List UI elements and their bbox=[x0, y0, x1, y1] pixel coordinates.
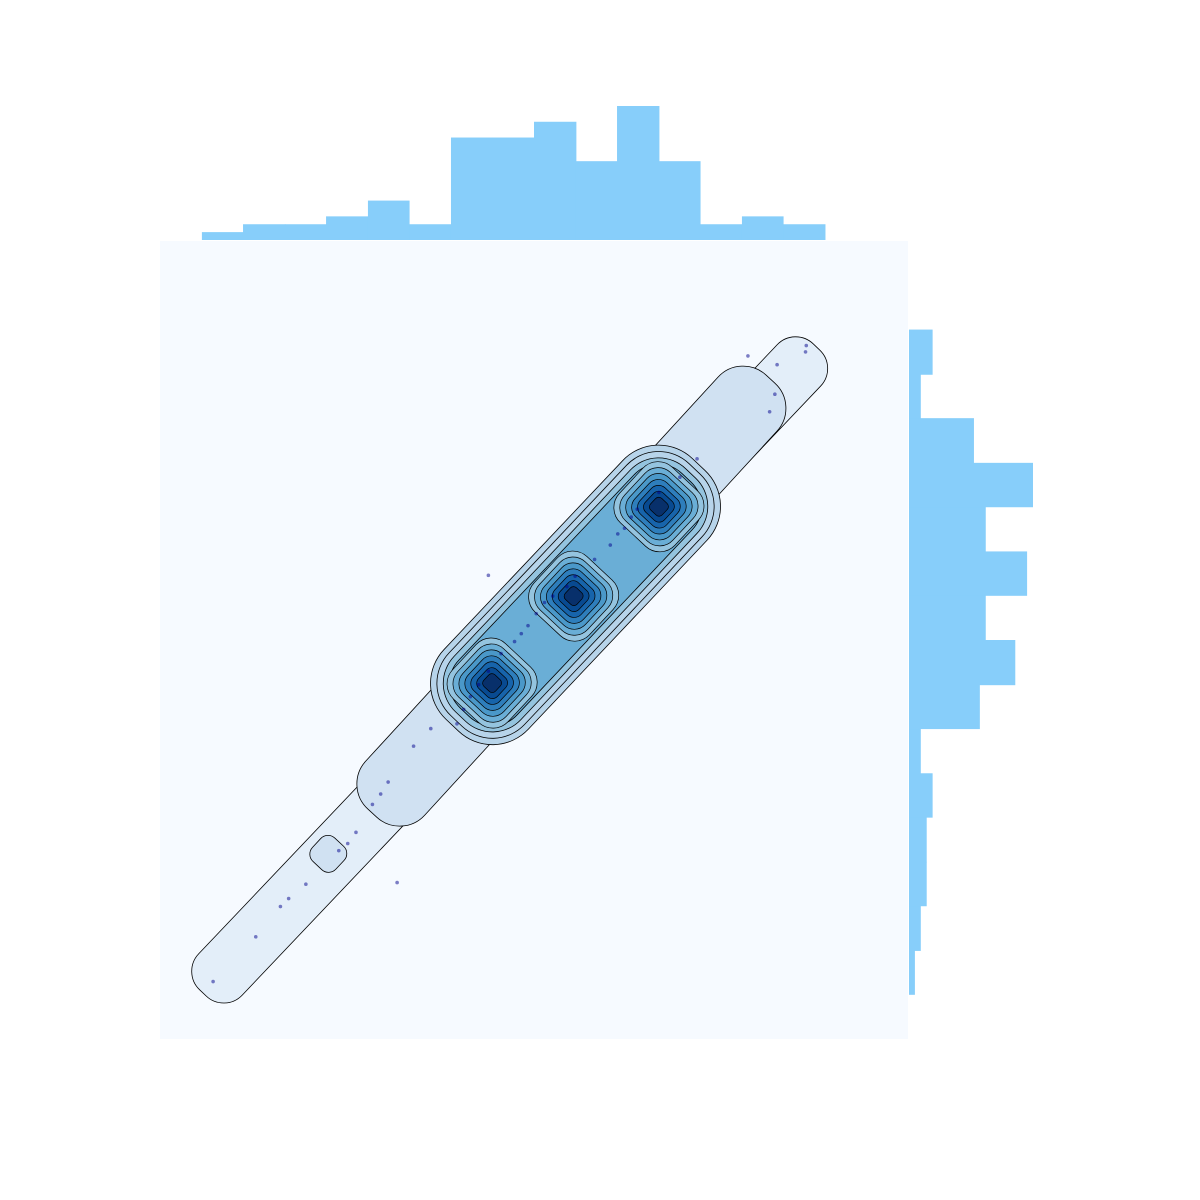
y-histogram-bar-13 bbox=[909, 418, 974, 464]
data-point-11 bbox=[386, 780, 390, 784]
data-point-13 bbox=[411, 744, 416, 748]
data-point-17 bbox=[468, 694, 473, 699]
data-point-35 bbox=[635, 507, 640, 511]
data-point-15 bbox=[455, 721, 459, 726]
x-histogram-bar-11 bbox=[617, 106, 660, 240]
data-point-12 bbox=[395, 880, 399, 885]
data-point-31 bbox=[608, 543, 613, 547]
data-point-8 bbox=[354, 830, 358, 835]
y-histogram-bar-12 bbox=[909, 462, 1033, 508]
y-histogram-bar-1 bbox=[909, 950, 915, 995]
data-point-9 bbox=[370, 802, 375, 807]
x-histogram-bar-15 bbox=[783, 224, 826, 240]
data-point-23 bbox=[526, 623, 530, 628]
kde-peak-2-level-7 bbox=[563, 586, 584, 606]
x-histogram-bar-6 bbox=[409, 224, 452, 240]
data-point-21 bbox=[512, 639, 517, 644]
data-point-43 bbox=[803, 350, 808, 354]
data-point-3 bbox=[278, 904, 283, 909]
data-point-39 bbox=[746, 354, 750, 358]
y-histogram-bar-6 bbox=[909, 728, 921, 774]
x-histogram-bar-8 bbox=[492, 137, 535, 240]
right-marginal-histogram bbox=[909, 329, 1033, 995]
kde-blob bbox=[309, 834, 348, 873]
data-point-27 bbox=[486, 573, 491, 578]
x-histogram-bar-1 bbox=[201, 232, 244, 240]
data-point-28 bbox=[565, 584, 569, 589]
data-point-1 bbox=[211, 979, 215, 984]
y-histogram-bar-10 bbox=[909, 551, 1028, 596]
x-histogram-bar-12 bbox=[658, 161, 701, 240]
y-histogram-bar-14 bbox=[909, 374, 921, 419]
data-point-20 bbox=[499, 651, 503, 656]
x-histogram-bar-10 bbox=[575, 161, 618, 240]
y-histogram-bar-2 bbox=[909, 905, 921, 951]
x-histogram-bar-9 bbox=[534, 121, 577, 240]
kde-peak-3-level-7 bbox=[649, 496, 669, 517]
y-histogram-bar-7 bbox=[909, 684, 980, 730]
top-marginal-histogram bbox=[201, 106, 826, 240]
data-point-19 bbox=[486, 669, 491, 673]
x-histogram-bar-14 bbox=[741, 216, 784, 240]
y-histogram-bar-4 bbox=[909, 817, 927, 863]
data-point-18 bbox=[476, 682, 481, 687]
data-point-2 bbox=[253, 935, 258, 939]
y-histogram-bar-3 bbox=[909, 861, 927, 907]
data-point-22 bbox=[519, 631, 524, 636]
data-point-30 bbox=[592, 557, 597, 562]
y-histogram-bar-15 bbox=[909, 329, 933, 375]
data-point-7 bbox=[345, 841, 350, 846]
data-point-34 bbox=[629, 515, 634, 519]
x-histogram-bar-4 bbox=[326, 216, 369, 240]
y-histogram-bar-5 bbox=[909, 773, 933, 818]
data-point-40 bbox=[767, 409, 772, 414]
data-point-38 bbox=[695, 457, 699, 461]
x-histogram-bar-3 bbox=[284, 224, 327, 240]
data-point-29 bbox=[573, 574, 577, 578]
data-point-41 bbox=[773, 392, 777, 397]
data-point-16 bbox=[461, 707, 466, 712]
data-point-14 bbox=[428, 726, 433, 731]
data-point-36 bbox=[657, 490, 661, 495]
x-histogram-bar-13 bbox=[700, 224, 743, 240]
data-point-24 bbox=[534, 611, 539, 616]
data-point-6 bbox=[336, 848, 341, 853]
data-point-10 bbox=[378, 792, 383, 796]
data-point-32 bbox=[615, 532, 620, 536]
data-point-37 bbox=[678, 475, 682, 480]
x-histogram-bar-5 bbox=[367, 200, 410, 240]
data-point-26 bbox=[550, 594, 555, 598]
y-histogram-bar-9 bbox=[909, 595, 986, 641]
scatter-points bbox=[211, 343, 809, 984]
data-point-44 bbox=[804, 343, 809, 348]
data-point-5 bbox=[304, 882, 308, 886]
data-point-33 bbox=[622, 526, 627, 531]
y-histogram-bar-8 bbox=[909, 640, 1016, 686]
x-histogram-bar-7 bbox=[450, 137, 493, 240]
y-histogram-bar-11 bbox=[909, 506, 986, 552]
data-point-4 bbox=[286, 896, 291, 901]
data-point-25 bbox=[542, 600, 547, 605]
x-histogram-bar-2 bbox=[243, 224, 286, 240]
kde-peak-1-level-7 bbox=[482, 673, 502, 693]
data-point-42 bbox=[775, 362, 779, 367]
